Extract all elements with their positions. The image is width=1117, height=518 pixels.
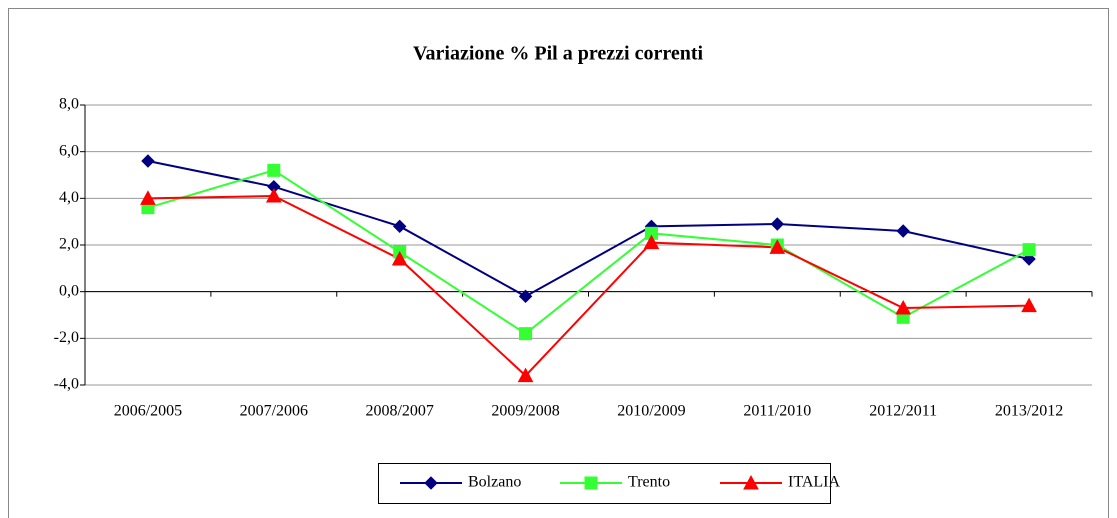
marker-triangle — [391, 250, 408, 266]
legend-label: Trento — [628, 474, 670, 491]
y-tick-label: 6,0 — [59, 142, 79, 159]
marker-diamond — [770, 217, 785, 231]
marker-square — [584, 476, 598, 490]
marker-square — [519, 327, 533, 341]
legend-label: ITALIA — [788, 474, 840, 491]
x-tick-label: 2006/2005 — [114, 403, 182, 420]
marker-square — [267, 163, 281, 177]
marker-triangle — [140, 190, 156, 205]
legend-label: Bolzano — [468, 474, 521, 491]
series-line — [147, 194, 1030, 378]
x-tick-label: 2010/2009 — [617, 403, 685, 420]
marker-triangle — [1021, 297, 1037, 313]
marker-square — [1022, 243, 1036, 257]
y-tick-label: -4,0 — [54, 376, 79, 393]
y-tick-label: 2,0 — [59, 236, 79, 253]
x-tick-label: 2008/2007 — [365, 403, 433, 420]
marker-diamond — [141, 154, 155, 168]
marker-triangle — [743, 474, 759, 490]
chart-border — [8, 8, 1109, 518]
y-tick-label: 8,0 — [59, 96, 79, 113]
marker-triangle — [895, 299, 912, 315]
marker-diamond — [896, 224, 910, 238]
x-tick-label: 2009/2008 — [491, 403, 559, 420]
marker-triangle — [643, 234, 660, 250]
marker-diamond — [392, 219, 407, 234]
chart-title: Variazione % Pil a prezzi correnti — [413, 43, 704, 65]
x-tick-label: 2011/2010 — [743, 403, 811, 420]
series-line — [147, 169, 1030, 335]
x-tick-label: 2013/2012 — [995, 403, 1063, 420]
marker-diamond — [518, 289, 533, 304]
y-tick-label: -2,0 — [54, 329, 79, 346]
marker-triangle — [769, 239, 786, 254]
series-line — [147, 160, 1030, 298]
y-tick-label: 4,0 — [59, 189, 79, 206]
marker-triangle — [517, 367, 534, 383]
x-tick-label: 2007/2006 — [240, 403, 308, 420]
marker-diamond — [424, 476, 438, 490]
marker-triangle — [265, 187, 282, 203]
x-tick-label: 2012/2011 — [869, 403, 937, 420]
y-tick-label: 0,0 — [59, 282, 79, 299]
